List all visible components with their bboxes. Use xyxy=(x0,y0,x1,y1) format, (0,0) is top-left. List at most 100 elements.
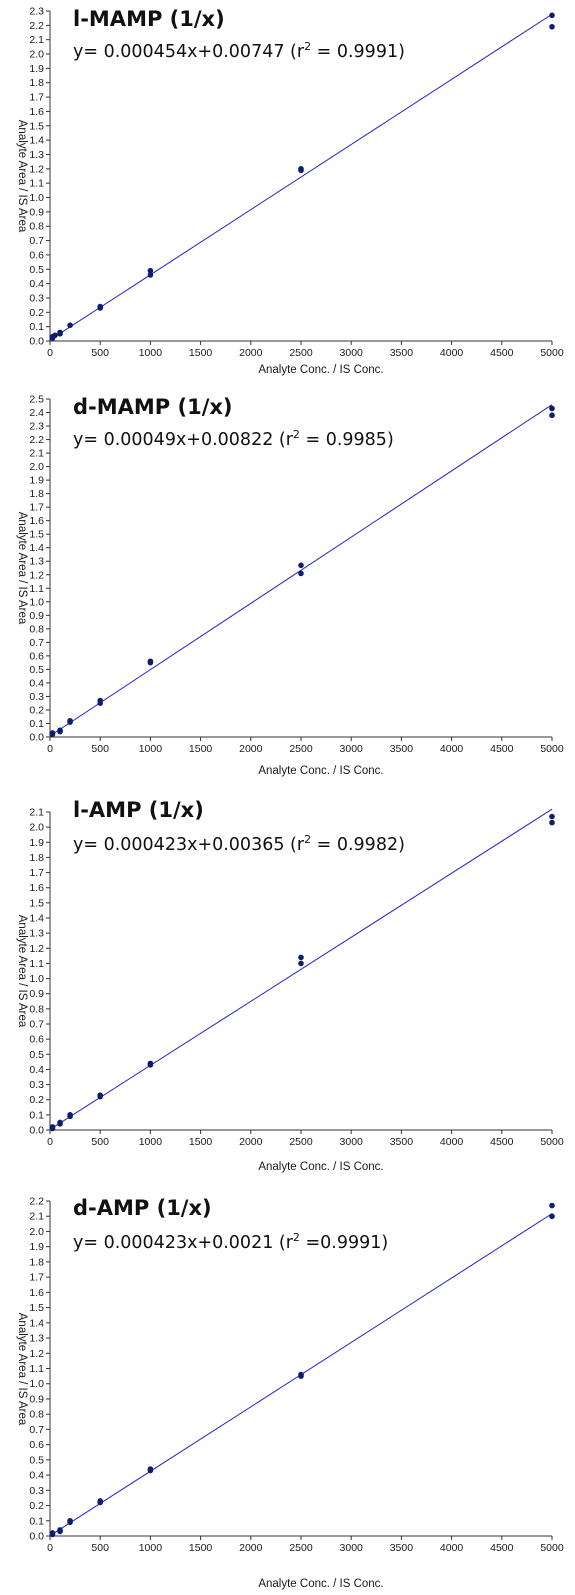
y-tick-label: 0.7 xyxy=(29,1424,44,1436)
data-point xyxy=(549,1213,555,1220)
y-tick-label: 2.1 xyxy=(29,448,44,460)
chart-title-l-mamp-1-x: l-MAMP (1/x) xyxy=(73,7,225,31)
calibration-chart-l-amp: 0.0 0.1 0.2 0.3 0.4 0.5 0.6 0.7 0.8 0.9 1.0 1.1 1.2 1… xyxy=(16,798,564,1173)
y-tick-label: 0.9 xyxy=(29,206,44,218)
x-tick-label: 5000 xyxy=(540,743,564,755)
x-tick-label: 4000 xyxy=(440,1136,464,1148)
y-tick-label: 1.4 xyxy=(29,1317,44,1329)
x-tick-label: 5000 xyxy=(540,1136,564,1148)
x-tick-label: 1000 xyxy=(139,743,163,755)
chart-panel-l-mamp: 0.0 0.1 0.2 0.3 0.4 0.5 0.6 0.7 0.8 0.9 1.0 1.1 1.2 1… xyxy=(0,0,575,382)
x-tick-label: 3000 xyxy=(340,1136,364,1148)
y-tick-label: 1.5 xyxy=(29,529,44,541)
chart-panel-l-amp: 0.0 0.1 0.2 0.3 0.4 0.5 0.6 0.7 0.8 0.9 1.0 1.1 1.2 1… xyxy=(0,794,575,1180)
y-tick-label: 1.9 xyxy=(29,1241,44,1253)
x-tick-label: 2000 xyxy=(239,743,263,755)
y-tick-label: 1.7 xyxy=(29,502,44,514)
y-tick-label: 1.7 xyxy=(29,1272,44,1284)
y-tick-label: 1.5 xyxy=(29,897,44,909)
y-tick-label: 0.6 xyxy=(29,650,44,662)
y-axis-title: Analyte Area / IS Area xyxy=(16,120,28,233)
data-point xyxy=(298,960,304,967)
data-point xyxy=(57,728,63,735)
y-tick-label: 0.6 xyxy=(29,1034,44,1046)
x-axis-title: Analyte Conc. / IS Conc. xyxy=(258,1578,383,1590)
x-tick-label: 4500 xyxy=(490,743,514,755)
data-point xyxy=(97,700,103,706)
y-tick-label: 2.0 xyxy=(29,461,44,473)
equation-text: y= 0.000454x+0.00747 (r xyxy=(73,42,305,62)
y-tick-label: 1.2 xyxy=(29,163,44,175)
calibration-chart-l-mamp: 0.0 0.1 0.2 0.3 0.4 0.5 0.6 0.7 0.8 0.9 1.0 1.1 1.2 1… xyxy=(16,6,564,377)
x-axis-title: Analyte Conc. / IS Conc. xyxy=(258,765,383,777)
data-point xyxy=(147,267,154,274)
y-tick-label: 0.7 xyxy=(29,235,44,247)
y-tick-label: 2.3 xyxy=(29,6,44,18)
y-tick-label: 0.7 xyxy=(29,637,44,649)
x-tick-label: 3500 xyxy=(390,743,414,755)
y-tick-label: 0.0 xyxy=(29,336,44,348)
data-point xyxy=(298,1373,304,1379)
x-tick-label: 2000 xyxy=(239,347,263,359)
y-tick-label: 1.8 xyxy=(29,1256,44,1268)
calibration-chart-d-mamp: 0.00.10.20.30.40.50.60.70.80.91.01.11.21… xyxy=(16,394,564,778)
y-tick-label: 0.4 xyxy=(29,1064,44,1076)
data-point xyxy=(298,562,304,569)
y-tick-label: 0.5 xyxy=(29,1454,44,1466)
y-tick-label: 1.3 xyxy=(29,928,44,940)
y-tick-label: 1.0 xyxy=(29,596,44,608)
regression-line xyxy=(49,808,553,1130)
x-tick-label: 0 xyxy=(47,1136,53,1148)
x-tick-label: 5000 xyxy=(540,1542,564,1554)
x-tick-label: 3500 xyxy=(390,1136,414,1148)
y-tick-label: 0.4 xyxy=(29,677,44,689)
regression-equation: y= 0.00049x+0.00822 (r2 = 0.9985) xyxy=(73,428,394,450)
data-point xyxy=(52,332,58,339)
data-point xyxy=(549,819,555,826)
equation-exponent: 2 xyxy=(304,833,311,846)
data-point xyxy=(549,405,555,412)
y-tick-label: 0.8 xyxy=(29,1409,44,1421)
x-axis-title: Analyte Conc. / IS Conc. xyxy=(258,1161,383,1173)
y-tick-label: 2.1 xyxy=(29,807,44,819)
y-tick-label: 0.9 xyxy=(29,988,44,1000)
y-tick-label: 0.5 xyxy=(29,264,44,276)
y-tick-label: 0.0 xyxy=(29,1125,44,1137)
x-tick-label: 1500 xyxy=(189,1542,213,1554)
data-point xyxy=(67,719,73,725)
data-point xyxy=(147,1062,154,1068)
x-tick-label: 500 xyxy=(91,347,109,359)
data-point xyxy=(67,1519,73,1526)
y-tick-label: 0.8 xyxy=(29,221,44,233)
y-tick-label: 0.0 xyxy=(29,1531,44,1543)
y-tick-label: 1.1 xyxy=(29,958,44,970)
x-tick-label: 500 xyxy=(91,1542,109,1554)
y-tick-label: 2.5 xyxy=(29,394,44,406)
y-tick-label: 2.1 xyxy=(29,34,44,46)
x-tick-label: 0 xyxy=(47,1542,53,1554)
data-point xyxy=(549,813,555,820)
x-tick-label: 5000 xyxy=(540,347,564,359)
y-tick-label: 1.4 xyxy=(29,135,44,147)
x-tick-label: 3000 xyxy=(340,347,364,359)
x-tick-label: 1500 xyxy=(189,347,213,359)
x-tick-label: 4000 xyxy=(440,1542,464,1554)
regression-line xyxy=(49,13,553,341)
y-tick-label: 2.2 xyxy=(29,1196,44,1208)
x-tick-label: 3500 xyxy=(390,347,414,359)
equation-text: = 0.9982) xyxy=(311,835,405,855)
x-tick-label: 2500 xyxy=(289,1542,313,1554)
y-tick-label: 2.2 xyxy=(29,20,44,32)
data-point xyxy=(57,1121,63,1127)
regression-line xyxy=(49,404,553,737)
calibration-chart-d-amp: 0.0 0.1 0.2 0.3 0.4 0.5 0.6 0.7 0.8 0.9 1.0 1.1 1.2 1… xyxy=(16,1196,564,1591)
y-tick-label: 1.4 xyxy=(29,913,44,925)
equation-text: y= 0.000423x+0.00365 (r xyxy=(73,835,305,855)
y-tick-label: 2.3 xyxy=(29,421,44,433)
chart-title-d-amp-1-x: d-AMP (1/x) xyxy=(73,1196,212,1220)
equation-text: y= 0.00049x+0.00822 (r xyxy=(73,430,294,450)
y-tick-label: 0.3 xyxy=(29,691,44,703)
x-axis-title: Analyte Conc. / IS Conc. xyxy=(258,364,383,376)
y-tick-label: 2.0 xyxy=(29,1226,44,1238)
x-tick-label: 500 xyxy=(91,1136,109,1148)
